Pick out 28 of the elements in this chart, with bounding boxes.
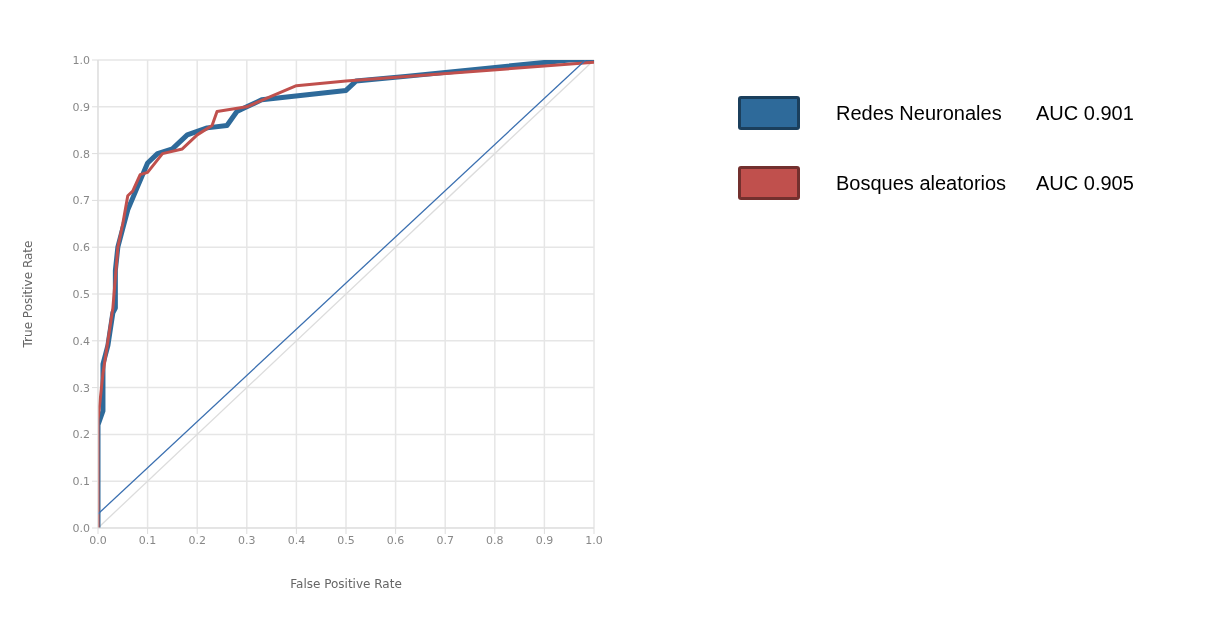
x-tick-label: 0.5 [337,533,355,547]
x-axis-title: False Positive Rate [290,577,402,591]
x-tick-label: 0.3 [238,533,256,547]
x-tick-label: 0.9 [535,533,554,547]
y-tick-label: 0.6 [72,241,90,255]
x-tick-label: 0.8 [486,533,504,547]
y-tick-label: 0.4 [72,334,90,348]
text: AUC 0.905 [1036,171,1134,195]
x-tick-label: 0.1 [138,533,157,547]
y-tick-label: 0.2 [72,428,90,442]
y-tick-label: 0.5 [72,287,90,301]
y-axis-title: True Positive Rate [21,240,36,349]
x-tick-label: 0.7 [436,533,454,547]
x-tick-label: 1.0 [585,533,603,547]
x-tick-label: 0.4 [287,533,306,547]
y-tick-label: 0.8 [72,147,90,161]
y-tick-label: 0.1 [72,475,90,489]
x-tick-label: 0.0 [89,533,107,547]
y-tick-label: 1.0 [72,53,90,67]
text: AUC 0.901 [1036,101,1134,125]
y-tick-label: 0.0 [72,521,90,535]
x-tick-label: 0.6 [386,533,405,547]
legend-label: Bosques aleatorios [836,171,1008,195]
legend-label: Redes Neuronales [836,101,1003,125]
y-tick-label: 0.9 [72,100,90,114]
y-tick-label: 0.3 [72,381,90,395]
x-tick-label: 0.2 [188,533,206,547]
y-tick-label: 0.7 [72,194,90,208]
